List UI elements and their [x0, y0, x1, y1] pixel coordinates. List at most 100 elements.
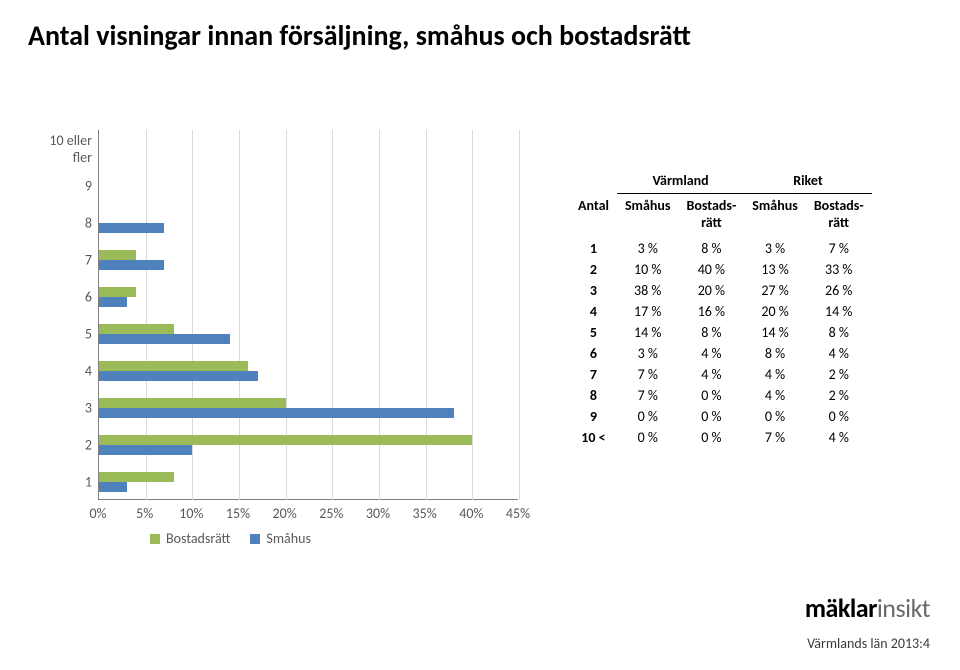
- table-cell: 7 %: [806, 238, 872, 259]
- chart-plot: [98, 130, 518, 500]
- table-cell: 20 %: [678, 280, 744, 301]
- chart-x-tick-label: 0%: [89, 505, 106, 522]
- chart-bar: [99, 260, 164, 270]
- chart-category-label: 2: [30, 436, 92, 453]
- table-row-antal: 6: [570, 343, 617, 364]
- table-row: 90 %0 %0 %0 %: [570, 406, 872, 427]
- table-cell: 2 %: [806, 385, 872, 406]
- table-row: 63 %4 %8 %4 %: [570, 343, 872, 364]
- table-row-antal: 1: [570, 238, 617, 259]
- table-cell: 4 %: [744, 385, 806, 406]
- chart-bar: [99, 398, 286, 408]
- table-row: 417 %16 %20 %14 %: [570, 301, 872, 322]
- chart-gridline: [379, 130, 380, 500]
- chart-category-label: 9: [30, 177, 92, 194]
- footer-text: Värmlands län 2013:4: [807, 635, 930, 652]
- table-cell: 0 %: [678, 427, 744, 448]
- table-cell: 3 %: [617, 343, 679, 364]
- table-row-antal: 9: [570, 406, 617, 427]
- chart-bar: [99, 297, 127, 307]
- table-cell: 8 %: [806, 322, 872, 343]
- table-cell: 4 %: [806, 343, 872, 364]
- chart-category-label: 3: [30, 399, 92, 416]
- chart-gridline: [332, 130, 333, 500]
- table-cell: 0 %: [617, 427, 679, 448]
- chart-category-label: 1: [30, 473, 92, 490]
- table-row: 13 %8 %3 %7 %: [570, 238, 872, 259]
- table-cell: 0 %: [806, 406, 872, 427]
- chart-bar: [99, 482, 127, 492]
- table-cell: 8 %: [678, 238, 744, 259]
- table-row-antal: 2: [570, 259, 617, 280]
- chart-gridline: [239, 130, 240, 500]
- table-cell: 7 %: [617, 364, 679, 385]
- chart-x-tick-label: 35%: [413, 505, 437, 522]
- table-cell: 7 %: [617, 385, 679, 406]
- table-row: 77 %4 %4 %2 %: [570, 364, 872, 385]
- table-row-antal: 10 <: [570, 427, 617, 448]
- chart-bar: [99, 287, 136, 297]
- table-row: 514 %8 %14 %8 %: [570, 322, 872, 343]
- table-row: 10 <0 %0 %7 %4 %: [570, 427, 872, 448]
- chart-bar: [99, 250, 136, 260]
- table-row-antal: 5: [570, 322, 617, 343]
- table-cell: 10 %: [617, 259, 679, 280]
- table-row: 87 %0 %4 %2 %: [570, 385, 872, 406]
- chart-gridline: [192, 130, 193, 500]
- chart-legend: Bostadsrätt Småhus: [150, 530, 311, 547]
- table-cell: 17 %: [617, 301, 679, 322]
- table-column-header: Småhus: [744, 194, 806, 238]
- chart-x-tick-label: 10%: [179, 505, 203, 522]
- table-cell: 40 %: [678, 259, 744, 280]
- table-cell: 2 %: [806, 364, 872, 385]
- page-title: Antal visningar innan försäljning, småhu…: [28, 18, 691, 53]
- chart-gridline: [286, 130, 287, 500]
- chart-bar: [99, 371, 258, 381]
- table-cell: 14 %: [617, 322, 679, 343]
- legend-swatch: [150, 534, 160, 544]
- chart-x-tick-label: 25%: [319, 505, 343, 522]
- table-group-header: Riket: [744, 170, 871, 194]
- bar-chart: BostadsrättSmåhus 0%5%10%15%20%25%30%35%…: [30, 130, 530, 550]
- table-column-header: Bostads-rätt: [806, 194, 872, 238]
- chart-category-label: 8: [30, 214, 92, 231]
- chart-category-label: 6: [30, 288, 92, 305]
- chart-bar: [99, 435, 472, 445]
- legend-item: Småhus: [250, 530, 311, 547]
- chart-bar: [99, 334, 230, 344]
- table-row-antal: 7: [570, 364, 617, 385]
- chart-category-label: 7: [30, 251, 92, 268]
- chart-x-tick-label: 45%: [506, 505, 530, 522]
- chart-gridline: [426, 130, 427, 500]
- table-cell: 7 %: [744, 427, 806, 448]
- chart-bar: [99, 361, 248, 371]
- logo: mäklarinsikt: [805, 592, 930, 624]
- table-cell: 4 %: [806, 427, 872, 448]
- chart-x-tick-label: 5%: [136, 505, 153, 522]
- logo-part1: mäklar: [805, 592, 877, 624]
- chart-gridline: [519, 130, 520, 500]
- chart-bar: [99, 324, 174, 334]
- chart-bar: [99, 472, 174, 482]
- chart-bar: [99, 408, 454, 418]
- table-cell: 8 %: [744, 343, 806, 364]
- table-cell: 14 %: [806, 301, 872, 322]
- table-cell: 0 %: [617, 406, 679, 427]
- table-cell: 27 %: [744, 280, 806, 301]
- table-cell: 38 %: [617, 280, 679, 301]
- chart-category-label: 5: [30, 325, 92, 342]
- table-cell: 20 %: [744, 301, 806, 322]
- chart-category-label: 4: [30, 362, 92, 379]
- table-row: 210 %40 %13 %33 %: [570, 259, 872, 280]
- table-cell: 16 %: [678, 301, 744, 322]
- table-cell: 33 %: [806, 259, 872, 280]
- legend-item: Bostadsrätt: [150, 530, 230, 547]
- chart-x-tick-label: 20%: [273, 505, 297, 522]
- table-cell: 26 %: [806, 280, 872, 301]
- table-corner: [570, 170, 617, 194]
- table-row-antal: 4: [570, 301, 617, 322]
- table-column-header: Småhus: [617, 194, 679, 238]
- table-cell: 0 %: [744, 406, 806, 427]
- table-antal-header: Antal: [570, 194, 617, 238]
- table-row-antal: 8: [570, 385, 617, 406]
